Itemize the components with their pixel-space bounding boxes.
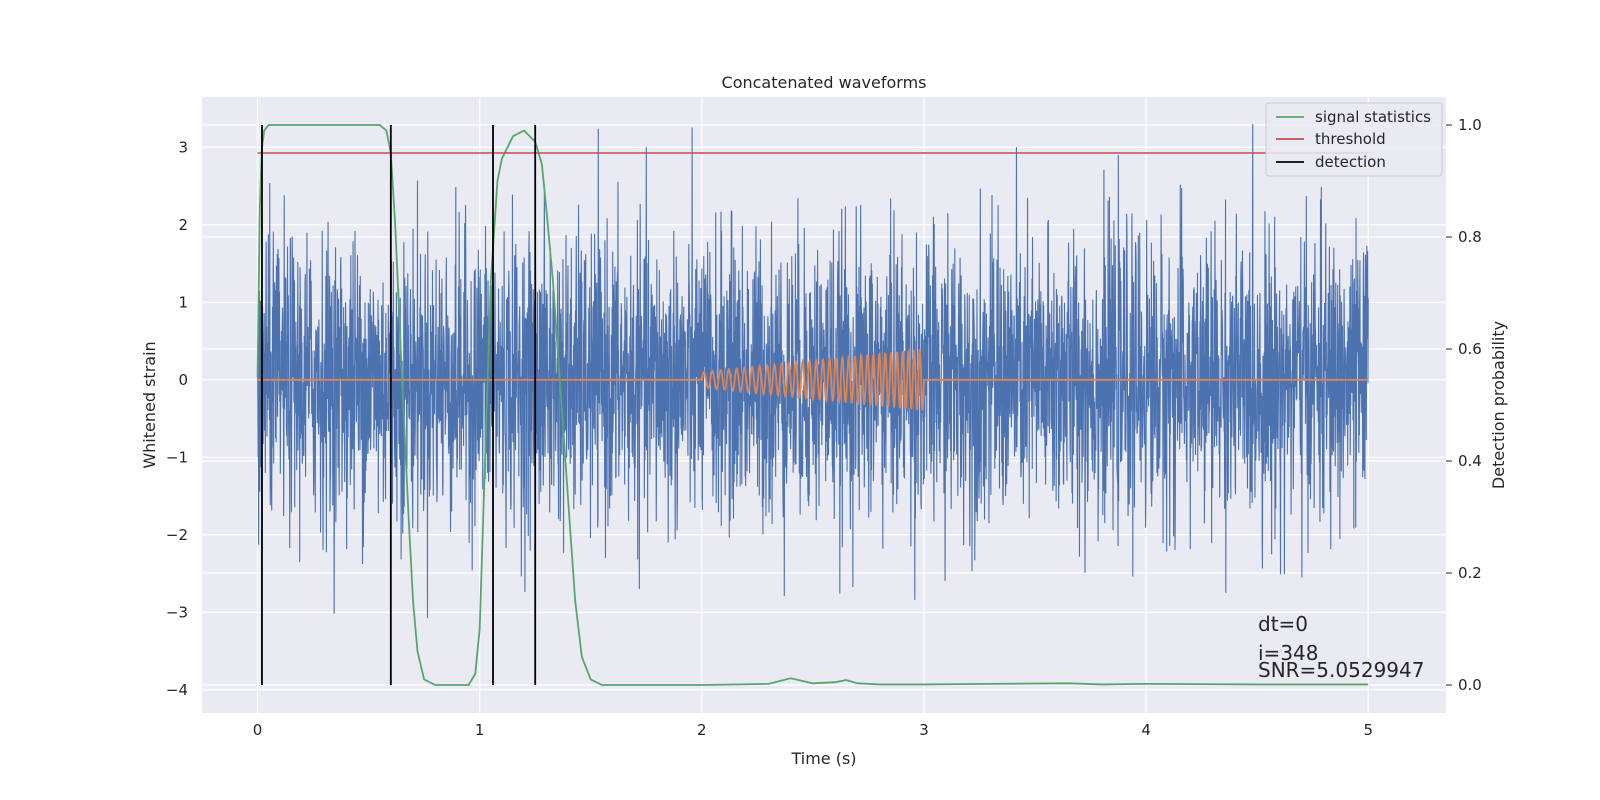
x-tick-label: 1 [475,721,485,739]
y-left-tick-label: 3 [178,138,188,156]
legend-box [1265,102,1443,177]
injected-waveform-line [257,348,1369,411]
x-tick-label: 3 [919,721,929,739]
y-left-tick-label: 1 [178,293,188,311]
noise-line [256,124,1369,619]
y-left-tick-label: −1 [166,448,188,466]
injected-waveform [257,348,1369,411]
y-left-tick-label: −3 [166,603,188,621]
y-left-tick-label: 2 [178,216,188,234]
legend-label-signal-statistics: signal statistics [1315,108,1431,126]
y-right-tick-label: 0.6 [1458,340,1482,358]
y-right-tick-label: 0.4 [1458,452,1482,470]
x-tick-label: 0 [253,721,263,739]
y-left-tick-label: 0 [178,371,188,389]
x-tick-label: 4 [1141,721,1151,739]
y-right-tick-label: 0.2 [1458,564,1482,582]
y-left-tick-label: −2 [166,526,188,544]
noise-trace [256,124,1369,619]
right-axis-series [256,124,1369,686]
x-tick-label: 2 [697,721,707,739]
y-right-tick-label: 0.8 [1458,228,1482,246]
annotation-snr: SNR=5.0529947 [1258,658,1424,682]
legend: signal statistics threshold detection [1265,102,1443,177]
legend-label-detection: detection [1315,153,1386,171]
signal-statistics-line [256,124,1369,686]
y-left-tick-label: −4 [166,681,188,699]
chart-title: Concatenated waveforms [722,73,927,92]
legend-label-threshold: threshold [1315,130,1386,148]
x-axis-label: Time (s) [790,749,856,768]
y-axis-label-left: Whitened strain [140,341,159,468]
annotations: dt=0 i=348 SNR=5.0529947 [1258,612,1424,682]
ticks: 0 1 2 3 4 5 −4 −3 −2 −1 0 1 2 3 0.0 0.2 0.4 0.6 0.8 1.0 [166,116,1482,739]
annotation-index: i=348 [1258,641,1319,665]
annotation-dt: dt=0 [1258,612,1308,636]
y-right-tick-label: 0.0 [1458,676,1482,694]
x-tick-label: 5 [1363,721,1373,739]
y-axis-label-right: Detection probability [1489,321,1508,489]
y-right-tick-label: 1.0 [1458,116,1482,134]
